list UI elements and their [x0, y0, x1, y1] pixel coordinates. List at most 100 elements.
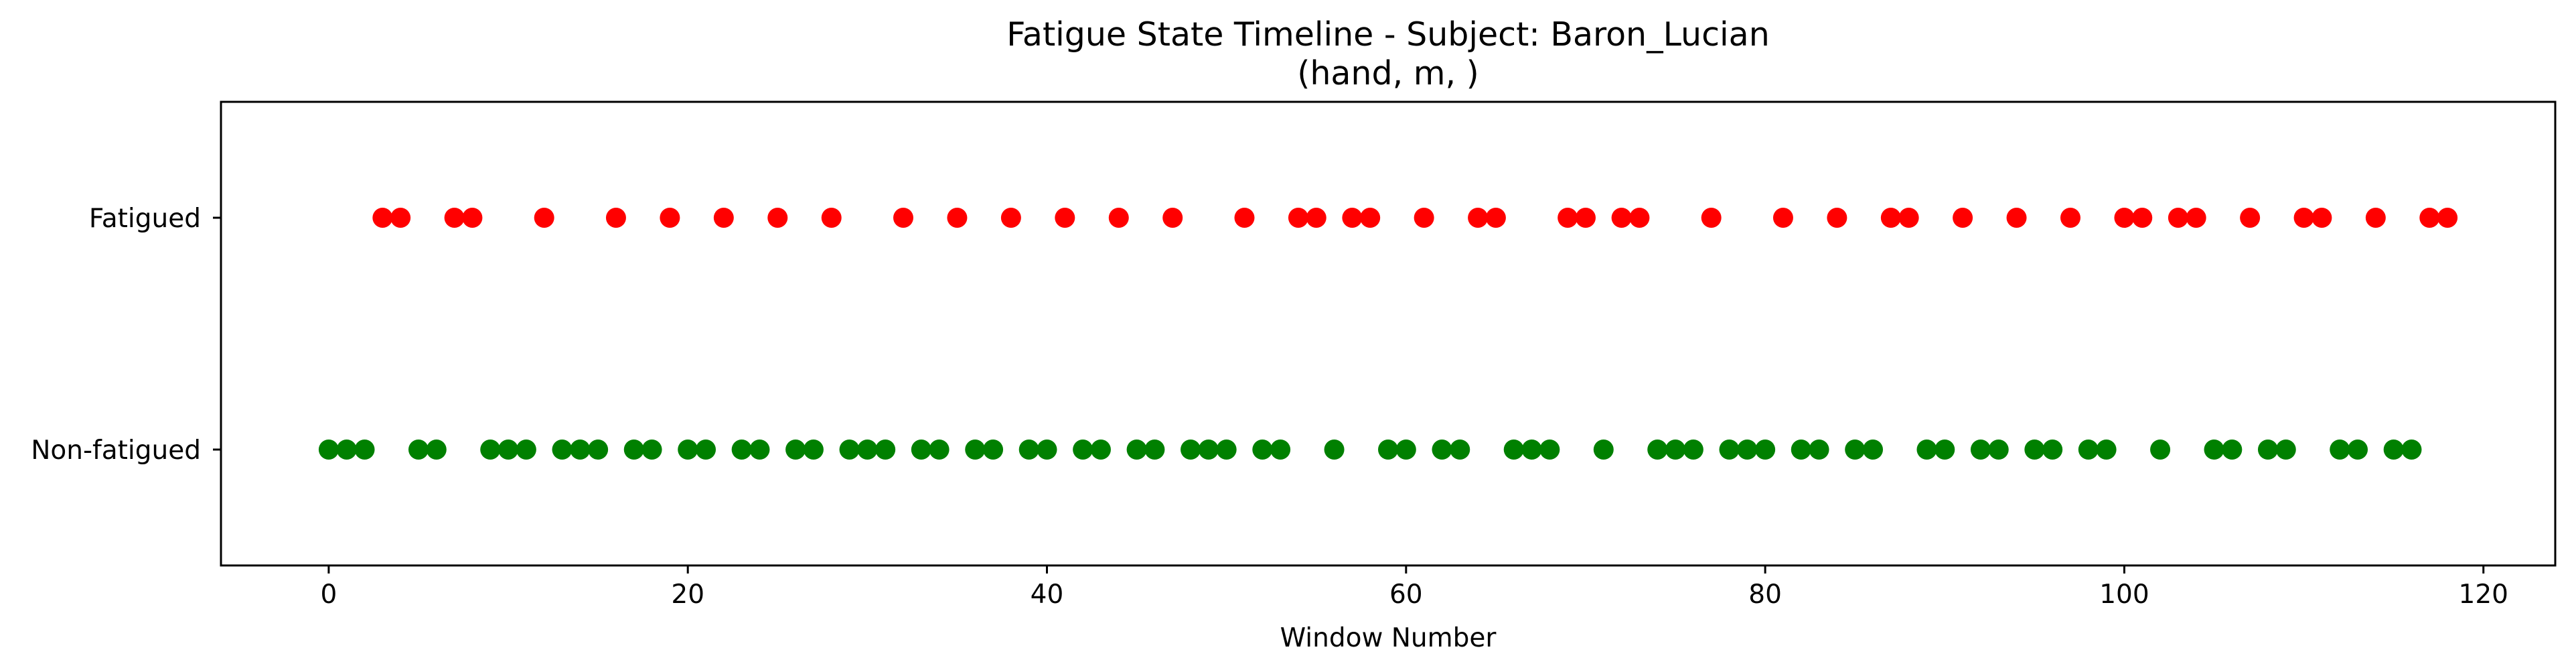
series-1	[318, 440, 2422, 460]
data-point	[1468, 208, 1489, 228]
data-point	[2330, 440, 2350, 460]
data-point	[1719, 440, 1740, 460]
data-point	[1737, 440, 1758, 460]
data-point	[1970, 440, 1991, 460]
data-point	[731, 440, 752, 460]
data-point	[408, 440, 429, 460]
data-point	[1665, 440, 1686, 460]
data-point	[1037, 440, 1057, 460]
data-point	[1701, 208, 1722, 228]
data-point	[605, 208, 626, 228]
data-point	[696, 440, 716, 460]
data-point	[1432, 440, 1452, 460]
data-point	[1521, 440, 1542, 460]
data-point	[372, 208, 393, 228]
data-point	[911, 440, 931, 460]
data-point	[2204, 440, 2224, 460]
data-point	[660, 208, 680, 228]
data-point	[1827, 208, 1847, 228]
data-point	[1306, 208, 1327, 228]
data-point	[2348, 440, 2368, 460]
data-point	[1611, 208, 1632, 228]
data-point	[839, 440, 860, 460]
x-tick-label: 80	[1748, 580, 1782, 610]
data-point	[1647, 440, 1668, 460]
data-point	[678, 440, 698, 460]
data-point	[390, 208, 411, 228]
data-point	[893, 208, 913, 228]
data-point	[1791, 440, 1811, 460]
chart-title: Fatigue State Timeline - Subject: Baron_…	[1006, 15, 1770, 54]
data-point	[2150, 440, 2171, 460]
data-point	[1845, 440, 1866, 460]
data-point	[2365, 208, 2386, 228]
data-point	[2096, 440, 2117, 460]
data-point	[2437, 208, 2458, 228]
data-point	[552, 440, 573, 460]
data-point	[1378, 440, 1398, 460]
data-point	[1162, 208, 1183, 228]
data-point	[1360, 208, 1381, 228]
data-point	[1935, 440, 1955, 460]
x-axis: 0 20 40 60 80 100 120	[320, 565, 2508, 610]
data-point	[1898, 208, 1919, 228]
data-point	[1809, 440, 1829, 460]
data-point	[2168, 208, 2188, 228]
data-point	[983, 440, 1004, 460]
chart-subtitle: (hand, m, )	[1297, 54, 1479, 92]
data-point	[1450, 440, 1470, 460]
data-point	[2401, 440, 2422, 460]
data-point	[947, 208, 968, 228]
data-point	[1234, 208, 1255, 228]
data-point	[1324, 440, 1345, 460]
data-point	[2042, 440, 2063, 460]
x-tick-label: 0	[320, 580, 337, 610]
data-point	[1503, 440, 1524, 460]
data-point	[1593, 440, 1614, 460]
data-point	[1558, 208, 1578, 228]
data-point	[767, 208, 788, 228]
data-point	[641, 440, 662, 460]
data-point	[2383, 440, 2404, 460]
data-point	[1198, 440, 1219, 460]
data-point	[1073, 440, 1093, 460]
y-tick-label: Fatigued	[89, 204, 201, 234]
data-point	[2078, 440, 2099, 460]
data-point	[336, 440, 357, 460]
data-point	[1055, 208, 1075, 228]
data-point	[1126, 440, 1147, 460]
data-points	[318, 208, 2458, 460]
data-point	[2240, 208, 2261, 228]
data-point	[2275, 440, 2296, 460]
data-point	[1755, 440, 1776, 460]
data-point	[857, 440, 878, 460]
x-tick-label: 100	[2099, 580, 2149, 610]
data-point	[444, 208, 465, 228]
data-point	[875, 440, 896, 460]
data-point	[821, 208, 842, 228]
data-point	[1988, 440, 2009, 460]
data-point	[1539, 440, 1560, 460]
data-point	[1772, 208, 1793, 228]
data-point	[803, 440, 824, 460]
data-point	[1181, 440, 1201, 460]
data-point	[426, 440, 447, 460]
data-point	[1288, 208, 1308, 228]
data-point	[2132, 208, 2153, 228]
data-point	[516, 440, 536, 460]
data-point	[1216, 440, 1237, 460]
data-point	[1090, 440, 1111, 460]
x-tick-label: 20	[671, 580, 704, 610]
plot-frame	[220, 100, 2557, 567]
data-point	[1575, 208, 1596, 228]
data-point	[1144, 440, 1165, 460]
data-point	[785, 440, 806, 460]
x-tick-label: 40	[1031, 580, 1064, 610]
data-point	[1252, 440, 1273, 460]
data-point	[588, 440, 609, 460]
series-0	[372, 208, 2458, 228]
data-point	[534, 208, 554, 228]
data-point	[1342, 208, 1363, 228]
data-point	[2312, 208, 2332, 228]
